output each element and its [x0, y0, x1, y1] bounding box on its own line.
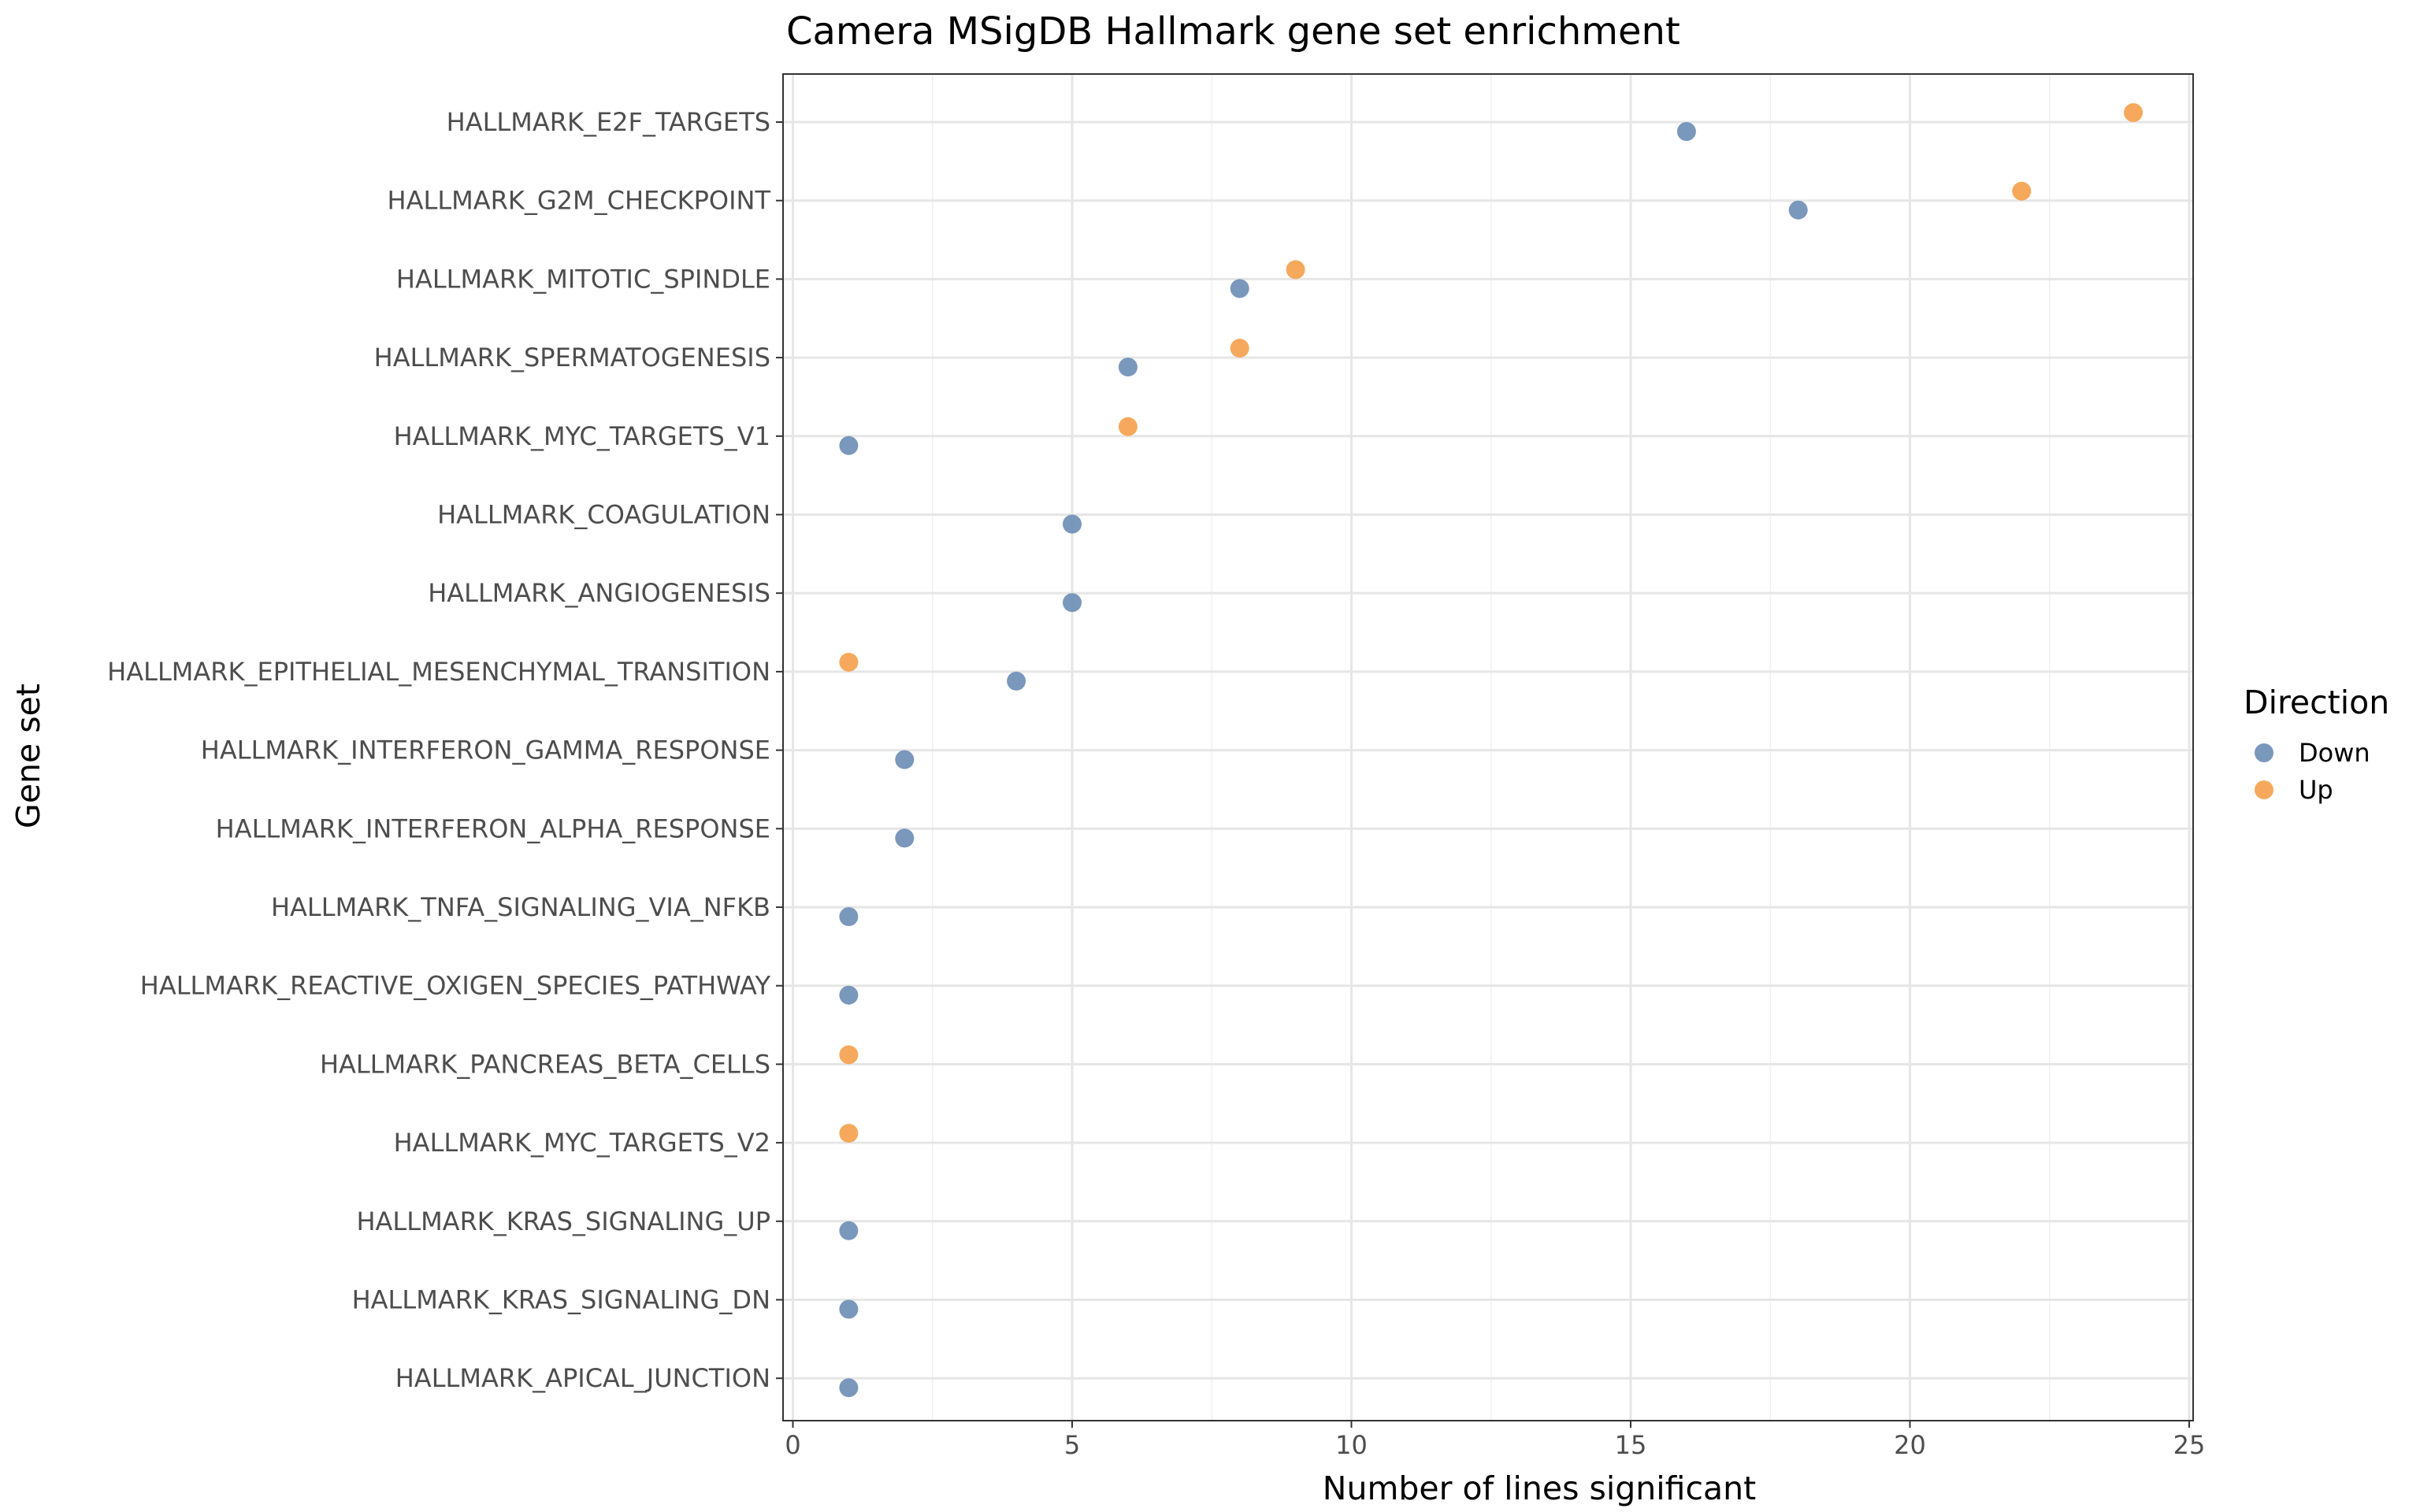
point-up: [1230, 339, 1249, 358]
y-tick-label: HALLMARK_ANGIOGENESIS: [428, 578, 770, 608]
point-down: [839, 985, 859, 1005]
point-down: [1118, 358, 1138, 377]
point-up: [839, 652, 859, 672]
point-down: [839, 1378, 859, 1398]
point-down: [1230, 279, 1249, 298]
y-tick-label: HALLMARK_KRAS_SIGNALING_DN: [352, 1285, 770, 1315]
y-tick-label: HALLMARK_KRAS_SIGNALING_UP: [356, 1206, 770, 1236]
y-tick-label: HALLMARK_COAGULATION: [437, 500, 770, 530]
x-tick-label: 15: [1615, 1430, 1647, 1460]
y-axis-title: Gene set: [9, 684, 47, 828]
panel-border: [782, 73, 2194, 1421]
point-down: [839, 1221, 859, 1240]
point-down: [839, 435, 859, 455]
point-down: [1676, 122, 1696, 141]
y-tick-label: HALLMARK_INTERFERON_ALPHA_RESPONSE: [216, 813, 770, 843]
y-tick-label: HALLMARK_SPERMATOGENESIS: [374, 343, 770, 372]
legend-key-up: [2255, 780, 2273, 799]
legend-label: Down: [2299, 738, 2370, 768]
legend-key-down: [2255, 743, 2273, 762]
legend-label: Up: [2299, 775, 2333, 805]
point-down: [1063, 514, 1082, 534]
point-down: [895, 750, 915, 769]
point-up: [839, 1124, 859, 1143]
grid-lines: [783, 74, 2193, 1421]
y-axis: HALLMARK_E2F_TARGETS HALLMARK_G2M_CHECKPO…: [107, 107, 783, 1393]
point-down: [1007, 671, 1026, 691]
point-up: [1286, 260, 1305, 280]
y-tick-label: HALLMARK_EPITHELIAL_MESENCHYMAL_TRANSITI…: [107, 657, 770, 687]
x-tick-label: 0: [785, 1430, 800, 1460]
data-points: [839, 103, 2143, 1398]
panel-background: [783, 74, 2193, 1421]
legend-title: Direction: [2244, 684, 2389, 721]
point-up: [2124, 103, 2143, 122]
y-tick-label: HALLMARK_MYC_TARGETS_V1: [394, 421, 770, 451]
y-tick-label: HALLMARK_TNFA_SIGNALING_VIA_NFKB: [271, 892, 770, 922]
x-axis: 0 5 10 15 20 25: [785, 1421, 2205, 1460]
y-tick-label: HALLMARK_MITOTIC_SPINDLE: [396, 264, 770, 294]
point-up: [2012, 181, 2032, 201]
point-up: [839, 1045, 859, 1065]
y-tick-label: HALLMARK_APICAL_JUNCTION: [395, 1363, 770, 1393]
x-axis-title: Number of lines significant: [1323, 1469, 1756, 1507]
point-up: [1118, 417, 1138, 436]
x-tick-label: 25: [2173, 1430, 2206, 1460]
y-tick-label: HALLMARK_REACTIVE_OXIGEN_SPECIES_PATHWAY: [140, 971, 771, 1001]
point-down: [895, 828, 915, 848]
x-tick-label: 10: [1335, 1430, 1368, 1460]
y-tick-label: HALLMARK_PANCREAS_BETA_CELLS: [320, 1049, 770, 1079]
chart-title: Camera MSigDB Hallmark gene set enrichme…: [786, 9, 1680, 54]
point-down: [1063, 593, 1082, 613]
y-tick-label: HALLMARK_INTERFERON_GAMMA_RESPONSE: [201, 736, 770, 765]
point-down: [839, 1299, 859, 1319]
y-tick-label: HALLMARK_E2F_TARGETS: [447, 107, 770, 137]
point-down: [1788, 200, 1808, 220]
x-tick-label: 20: [1894, 1430, 1926, 1460]
legend: Direction Down Up: [2244, 684, 2389, 805]
point-down: [839, 907, 859, 926]
y-tick-label: HALLMARK_G2M_CHECKPOINT: [388, 186, 771, 216]
x-tick-label: 5: [1064, 1430, 1080, 1460]
legend-items: Down Up: [2255, 738, 2370, 805]
plot-panel: [782, 73, 2194, 1421]
y-tick-label: HALLMARK_MYC_TARGETS_V2: [394, 1128, 770, 1158]
